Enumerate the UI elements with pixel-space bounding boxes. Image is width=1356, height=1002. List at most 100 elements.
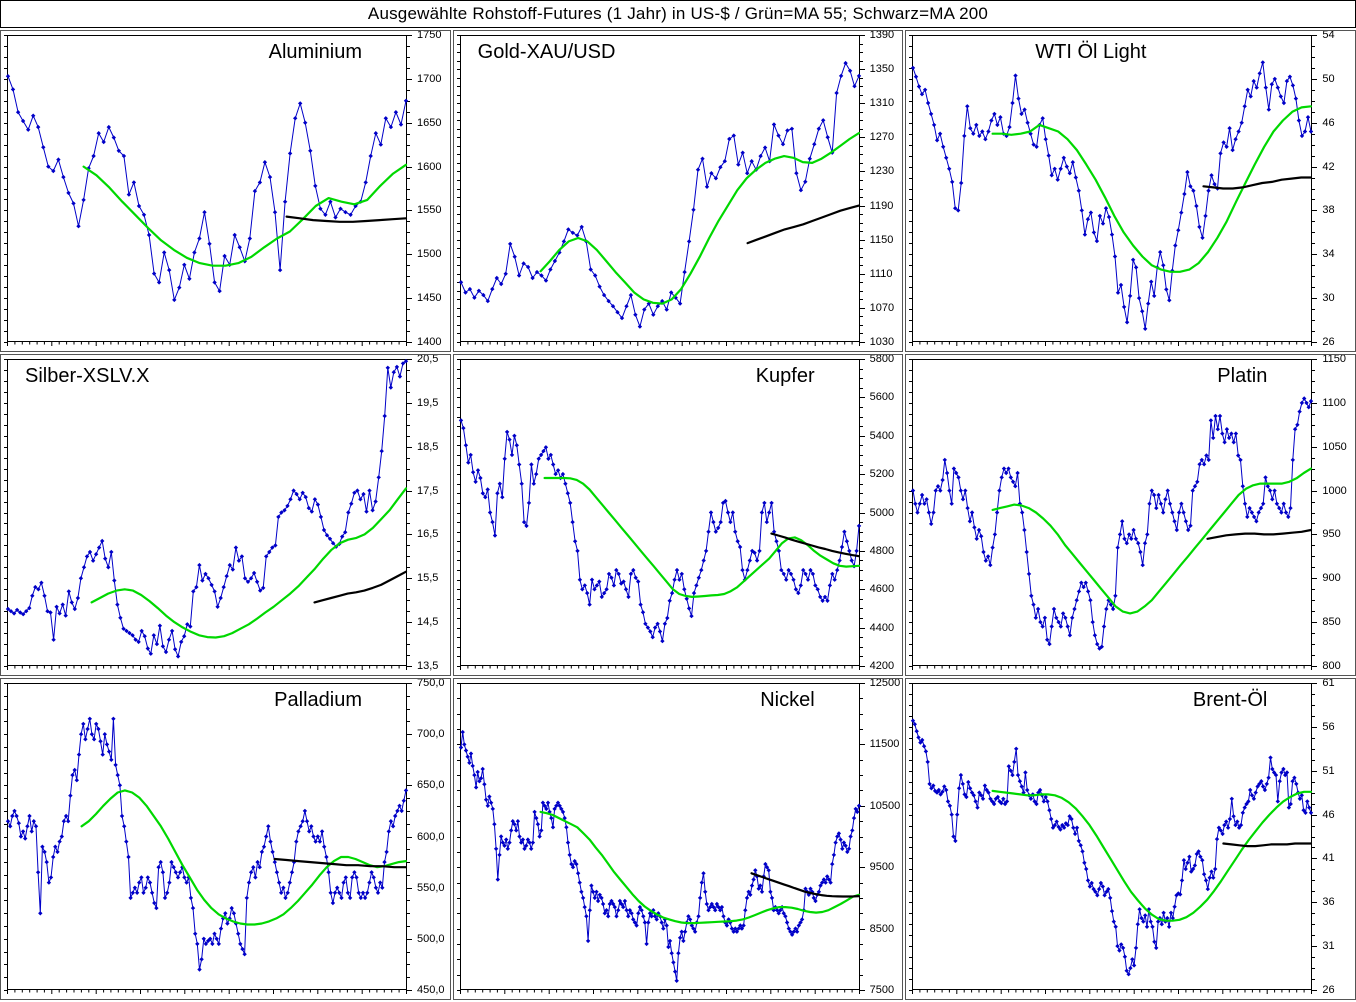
x-axis-ticks [7,666,407,670]
y-axis-label: 1050 [1322,440,1347,453]
y-axis-label: 1030 [869,336,895,348]
y-axis-label: 1650 [417,116,442,129]
plot-border [912,359,1313,666]
chart-title: Silber-XSLV.X [25,365,150,387]
ma55-line [82,163,408,267]
price-markers [458,418,861,644]
y-axis-label: 12500 [869,678,901,689]
y-axis-label: 1500 [417,248,442,261]
y-axis-label: 15,5 [417,572,439,585]
y-axis-label: 50 [1322,72,1335,85]
y-axis-label: 31 [1322,940,1335,953]
x-axis-ticks [912,342,1313,346]
y-axis-label: 41 [1322,852,1335,865]
price-line [912,61,1312,330]
plot-area: Aluminium [3,33,414,349]
chart-svg [909,35,1318,346]
y-axis-label: 20,5 [417,354,439,365]
y-axis: 5800 5600 5400 5200 5000 4800 4600 4400 4200 [867,355,903,673]
y-axis-label: 8500 [869,922,895,935]
chart-svg [456,35,865,346]
x-axis-ticks [459,990,860,994]
price-markers [458,729,861,983]
ma200-line [273,857,408,869]
plot-border [7,359,407,666]
y-axis-label: 5600 [869,391,895,404]
x-axis-ticks [7,990,407,994]
ma55-line [539,810,860,925]
chart-svg [456,683,865,994]
y-axis-label: 30 [1322,292,1335,305]
y-axis-label: 1400 [417,336,442,348]
chart-title: Gold-XAU/USD [477,41,616,63]
y-axis-label: 13,5 [417,660,439,672]
price-markers [911,718,1314,977]
chart-panel-gold-xau-usd: Gold-XAU/USD 1390 1350 1310 1270 1230 1190 1150… [452,30,904,352]
main-title-bar: Ausgewählte Rohstoff-Futures (1 Jahr) in… [0,0,1356,28]
y-axis-label: 7500 [869,984,895,996]
y-axis-label: 5200 [869,468,895,481]
chart-panel-wti-l-light: WTI Öl Light 54 50 46 42 38 34 30 26 [905,30,1356,352]
chart-svg [909,683,1318,994]
ma55-line [991,789,1313,922]
plot-area: Gold-XAU/USD [456,33,867,349]
chart-title: Nickel [760,689,815,711]
y-axis-ticks [909,35,1318,343]
y-axis-label: 850 [1322,616,1341,629]
y-axis: 20,5 19,5 18,5 17,5 16,5 15,5 14,5 13,5 [414,354,450,673]
y-axis-label: 34 [1322,248,1335,261]
price-markers [911,60,1314,331]
chart-panel-kupfer: Kupfer 5800 5600 5400 5200 5000 4800 4600 4400 42… [452,354,904,676]
ma200-line [769,532,860,558]
y-axis-label: 1450 [417,292,442,305]
y-axis-ticks [4,359,412,667]
y-axis-ticks [456,35,865,343]
plot-border [7,35,407,342]
y-axis: 12500 11500 10500 9500 8500 7500 [867,678,903,997]
y-axis-label: 56 [1322,720,1335,733]
x-axis-ticks [7,342,407,346]
x-axis-ticks [912,990,1313,994]
plot-border [459,35,860,342]
y-axis-label: 1150 [869,233,894,246]
y-axis-label: 18,5 [417,440,439,453]
y-axis-label: 46 [1322,116,1335,129]
y-axis-label: 4400 [869,621,895,634]
y-axis-label: 1700 [417,72,442,85]
y-axis: 1150 1100 1050 1000 950 900 850 800 [1319,354,1355,673]
x-axis-ticks [912,666,1313,670]
y-axis-label: 1000 [1322,484,1347,497]
plot-area: Kupfer [456,357,867,673]
y-axis-label: 17,5 [417,484,439,497]
price-line [460,731,860,982]
y-axis-label: 1390 [869,30,895,41]
y-axis-label: 950 [1322,528,1341,541]
y-axis-ticks [909,683,1318,991]
y-axis-ticks [909,359,1318,667]
plot-border [912,683,1313,990]
chart-panel-aluminium: Aluminium 1750 1700 1650 1600 1550 1500 1450 140… [0,30,451,352]
ma200-line [1222,842,1313,848]
chart-svg [4,359,412,670]
price-line [912,720,1312,975]
plot-area: Platin [908,357,1319,673]
plot-border [459,359,860,666]
y-axis-ticks [456,359,865,667]
y-axis-label: 450,0 [417,984,445,996]
y-axis-label: 4200 [869,660,895,672]
ma55-line [539,131,860,305]
y-axis-label: 11500 [869,738,900,751]
main-title: Ausgewählte Rohstoff-Futures (1 Jahr) in… [367,4,989,23]
chart-title: Brent-Öl [1192,689,1268,711]
y-axis-label: 1600 [417,160,442,173]
y-axis-label: 1750 [417,30,442,41]
price-line [460,62,860,328]
plot-area: WTI Öl Light [908,33,1319,349]
y-axis-label: 500,0 [417,932,445,945]
y-axis-label: 4600 [869,583,895,596]
y-axis-label: 1100 [1322,396,1346,409]
price-markers [911,396,1314,651]
ma200-line [750,872,860,898]
y-axis-label: 1150 [1322,354,1346,365]
